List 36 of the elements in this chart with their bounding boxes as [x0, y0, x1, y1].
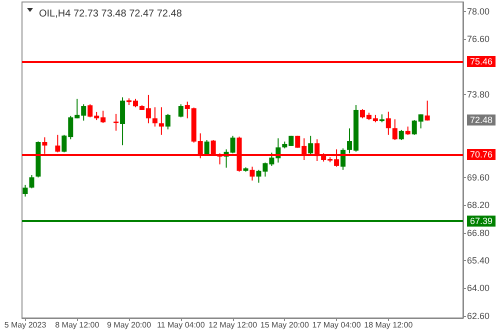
candlestick — [250, 166, 255, 182]
candlestick — [308, 135, 314, 156]
x-tick-label: 5 May 2023 — [4, 320, 47, 330]
y-tick-label: 76.60 — [467, 34, 490, 44]
x-tick-label: 11 May 04:00 — [156, 320, 206, 330]
candlestick — [165, 113, 170, 130]
x-tick-label: 9 May 20:00 — [106, 320, 152, 330]
candlestick — [114, 113, 119, 132]
candlestick — [120, 96, 126, 146]
candlestick — [398, 129, 404, 141]
candlestick — [22, 184, 28, 198]
y-tick-label: 65.40 — [467, 255, 490, 266]
y-tick-label: 66.80 — [467, 228, 490, 238]
candlestick — [152, 106, 158, 128]
ref-line-label: 70.76 — [470, 149, 493, 160]
y-tick-label: 73.80 — [467, 89, 490, 100]
y-tick-label: 64.00 — [467, 283, 490, 294]
candlestick — [392, 118, 398, 141]
x-tick-label: 8 May 12:00 — [55, 320, 100, 330]
x-tick-label: 12 May 12:00 — [208, 320, 258, 330]
candlestick — [386, 111, 391, 136]
candlestick — [29, 174, 34, 189]
x-tick-label: 15 May 20:00 — [260, 320, 310, 330]
x-tick-label: 17 May 04:00 — [312, 320, 362, 330]
candlestick — [158, 106, 164, 136]
y-tick-label: 78.00 — [467, 6, 490, 16]
text: 72.48 — [470, 114, 493, 125]
ref-line-label: 75.46 — [470, 56, 493, 67]
y-tick-label: 62.60 — [467, 310, 490, 321]
candlestick — [424, 100, 430, 122]
ref-line-label: 67.39 — [470, 216, 493, 226]
y-tick-label: 69.60 — [467, 172, 490, 182]
text: OIL,H4 72.73 73.48 72.47 72.48 — [39, 8, 182, 20]
y-tick-label: 68.20 — [467, 200, 490, 210]
x-tick-label: 18 May 12:00 — [364, 320, 414, 330]
candlestick — [178, 104, 184, 118]
